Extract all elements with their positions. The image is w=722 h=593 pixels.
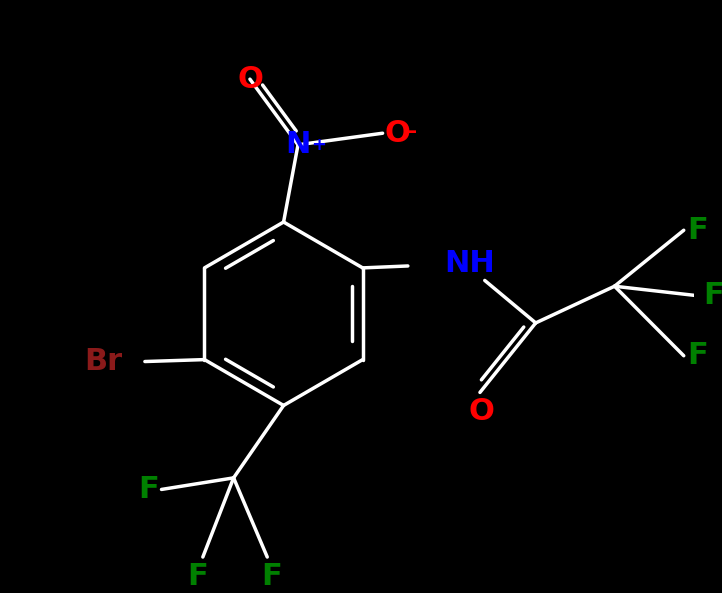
Text: O: O [237,65,263,94]
Text: F: F [703,282,722,310]
Text: F: F [188,562,209,591]
Text: F: F [261,562,282,591]
Text: Br: Br [84,347,123,376]
Text: F: F [138,475,159,504]
Text: N: N [285,130,310,160]
Text: –: – [406,122,417,142]
Text: F: F [687,216,708,245]
Text: O: O [469,397,495,426]
Text: NH: NH [444,248,495,278]
Text: F: F [687,341,708,370]
Text: +: + [311,136,326,154]
Text: O: O [385,119,410,148]
